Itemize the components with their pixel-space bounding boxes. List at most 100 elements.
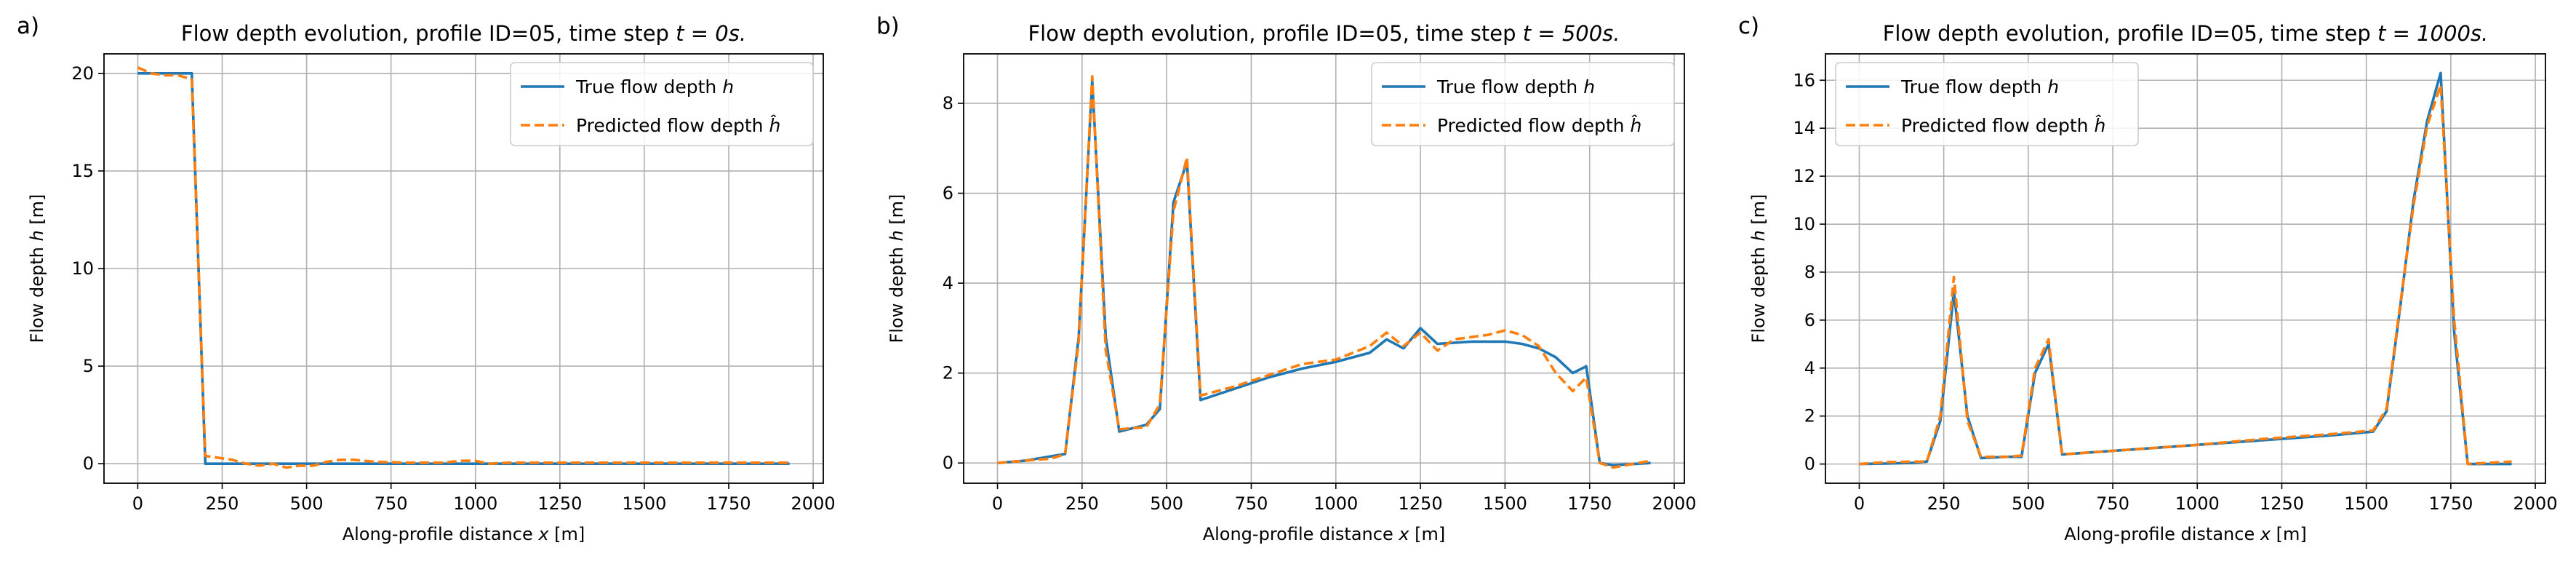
x-tick-label: 500 xyxy=(290,493,324,514)
x-tick-label: 250 xyxy=(206,493,239,514)
y-axis-label-text: Flow depth xyxy=(1748,242,1769,343)
chart-panel-2: 0 250 500 750 1000 1250 1500 1750 2000 0 2 4 6 8 Flow … xyxy=(876,13,1697,544)
x-tick-label: 500 xyxy=(1150,493,1183,514)
x-tick-label: 250 xyxy=(1065,493,1099,514)
y-axis-label-unit: [m] xyxy=(27,194,47,231)
y-axis-label-unit: [m] xyxy=(887,194,907,231)
y-tick-label: 2 xyxy=(1804,406,1815,426)
chart-panel-3: 0 250 500 750 1000 1250 1500 1750 2000 0 2 4 6 8 10 12 1… xyxy=(1738,13,2558,544)
x-tick-label: 500 xyxy=(2012,493,2045,514)
x-tick-label: 1750 xyxy=(706,493,751,514)
grid xyxy=(964,54,1684,483)
y-tick-label: 0 xyxy=(943,453,953,473)
x-tick-label: 0 xyxy=(132,493,143,514)
legend-box xyxy=(1371,62,1675,146)
legend-label-predicted-depth: Predicted flow depth ĥ xyxy=(1901,115,2105,136)
x-axis-label-unit: [m] xyxy=(549,524,585,544)
x-tick-label: 2000 xyxy=(1652,493,1697,514)
axes-frame xyxy=(963,53,1685,484)
series-line-predicted-depth xyxy=(1859,84,2512,466)
series-group xyxy=(137,66,790,469)
panel-label: c) xyxy=(1738,13,1759,39)
axes-frame xyxy=(103,53,824,484)
y-tick-label: 8 xyxy=(1804,262,1815,282)
y-tick-label: 10 xyxy=(1793,214,1815,234)
legend-label-predicted-symbol: ĥ xyxy=(2094,115,2105,136)
y-tick-label: 0 xyxy=(1804,454,1815,474)
x-axis-label: Along-profile distance x [m] xyxy=(343,524,585,544)
legend-label-predicted-depth: Predicted flow depth ĥ xyxy=(1437,115,1641,136)
x-tick-label: 1000 xyxy=(453,493,497,514)
legend-label-predicted-symbol: ĥ xyxy=(1630,115,1641,136)
x-tick-label: 250 xyxy=(1927,493,1961,514)
chart-panel-1: 0 250 500 750 1000 1250 1500 1750 2000 0 5 10 15 20 Fl… xyxy=(17,13,836,544)
legend-label-true-text: True flow depth xyxy=(1900,76,2047,98)
x-tick-label: 0 xyxy=(1854,493,1865,514)
x-tick-label: 750 xyxy=(375,493,408,514)
y-tick-label: 20 xyxy=(71,63,94,84)
panel-title-text: Flow depth evolution, profile ID=05, tim… xyxy=(1028,21,1522,46)
x-axis-label: Along-profile distance x [m] xyxy=(2064,524,2307,544)
y-axis-label-symbol: h xyxy=(1748,230,1769,241)
legend-label-predicted-depth: Predicted flow depth ĥ xyxy=(576,115,780,136)
y-tick-label: 4 xyxy=(943,273,953,293)
x-tick-label: 1250 xyxy=(2260,493,2304,514)
panel-title-text: Flow depth evolution, profile ID=05, tim… xyxy=(1883,21,2377,46)
panel-label: b) xyxy=(876,13,900,39)
panel-label: a) xyxy=(17,13,39,39)
panel-title: Flow depth evolution, profile ID=05, tim… xyxy=(1028,21,1620,46)
x-axis-label-text: Along-profile distance xyxy=(2064,524,2260,544)
y-tick-label: 14 xyxy=(1793,118,1815,138)
legend-label-predicted-text: Predicted flow depth xyxy=(576,115,769,136)
x-tick-label: 1250 xyxy=(1399,493,1443,514)
y-axis-label: Flow depth h [m] xyxy=(887,194,907,343)
x-axis-label: Along-profile distance x [m] xyxy=(1203,524,1446,544)
legend-label-true-depth: True flow depth h xyxy=(1900,76,2059,98)
panel-title-time: t = 0s. xyxy=(676,21,746,46)
y-tick-label: 12 xyxy=(1793,166,1815,186)
legend-box xyxy=(1835,62,2139,146)
y-tick-label: 4 xyxy=(1804,358,1815,378)
y-tick-label: 0 xyxy=(83,453,94,474)
y-tick-label: 6 xyxy=(1804,310,1815,330)
y-tick-label: 6 xyxy=(943,183,953,204)
y-tick-label: 5 xyxy=(83,356,94,376)
series-group xyxy=(997,75,1651,469)
panel-title-time: t = 1000s. xyxy=(2377,21,2488,46)
x-tick-label: 1250 xyxy=(537,493,582,514)
x-tick-label: 0 xyxy=(992,493,1003,514)
legend-label-true-depth: True flow depth h xyxy=(575,76,734,98)
y-tick-label: 2 xyxy=(943,363,953,384)
legend-label-true-text: True flow depth xyxy=(1436,76,1583,98)
x-tick-label: 2000 xyxy=(791,493,836,514)
x-axis-label-unit: [m] xyxy=(2271,524,2307,544)
legend-label-predicted-text: Predicted flow depth xyxy=(1437,115,1630,136)
x-axis-label-unit: [m] xyxy=(1409,524,1446,544)
x-axis-label-symbol: x xyxy=(537,524,549,544)
y-axis-label-symbol: h xyxy=(887,230,907,241)
y-tick-label: 8 xyxy=(943,93,953,114)
legend-box xyxy=(510,62,814,146)
panel-title: Flow depth evolution, profile ID=05, tim… xyxy=(1883,21,2489,46)
x-tick-label: 2000 xyxy=(2513,493,2558,514)
legend-label-true-symbol: h xyxy=(2047,76,2059,98)
x-tick-label: 1750 xyxy=(1567,493,1612,514)
y-axis-label: Flow depth h [m] xyxy=(1748,194,1769,343)
axes-frame xyxy=(1825,53,2546,484)
x-tick-label: 1000 xyxy=(2175,493,2220,514)
series-line-predicted-depth xyxy=(997,75,1651,469)
x-tick-label: 1500 xyxy=(622,493,666,514)
panel-title-time: t = 500s. xyxy=(1523,21,1620,46)
y-tick-label: 10 xyxy=(71,258,94,279)
y-axis-label-text: Flow depth xyxy=(887,242,907,343)
y-axis-label-symbol: h xyxy=(27,230,47,241)
series-group xyxy=(1859,71,2512,466)
x-tick-label: 1500 xyxy=(1483,493,1527,514)
x-tick-label: 750 xyxy=(1235,493,1268,514)
legend-label-true-symbol: h xyxy=(722,76,734,98)
legend-label-predicted-text: Predicted flow depth xyxy=(1901,115,2094,136)
legend: True flow depth h Predicted flow depth ĥ xyxy=(510,62,814,146)
panel-title: Flow depth evolution, profile ID=05, tim… xyxy=(181,21,746,46)
legend-label-true-symbol: h xyxy=(1583,76,1595,98)
